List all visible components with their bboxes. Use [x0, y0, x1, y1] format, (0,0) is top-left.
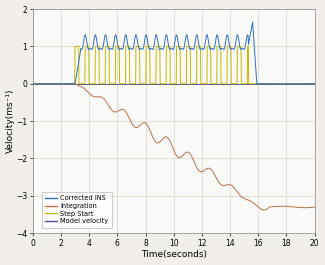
Legend: Corrected INS, Integration, Step Start, Model velocity: Corrected INS, Integration, Step Start, … [42, 192, 112, 228]
X-axis label: Time(seconds): Time(seconds) [141, 250, 207, 259]
Y-axis label: Velocity(ms⁻¹): Velocity(ms⁻¹) [6, 89, 15, 153]
